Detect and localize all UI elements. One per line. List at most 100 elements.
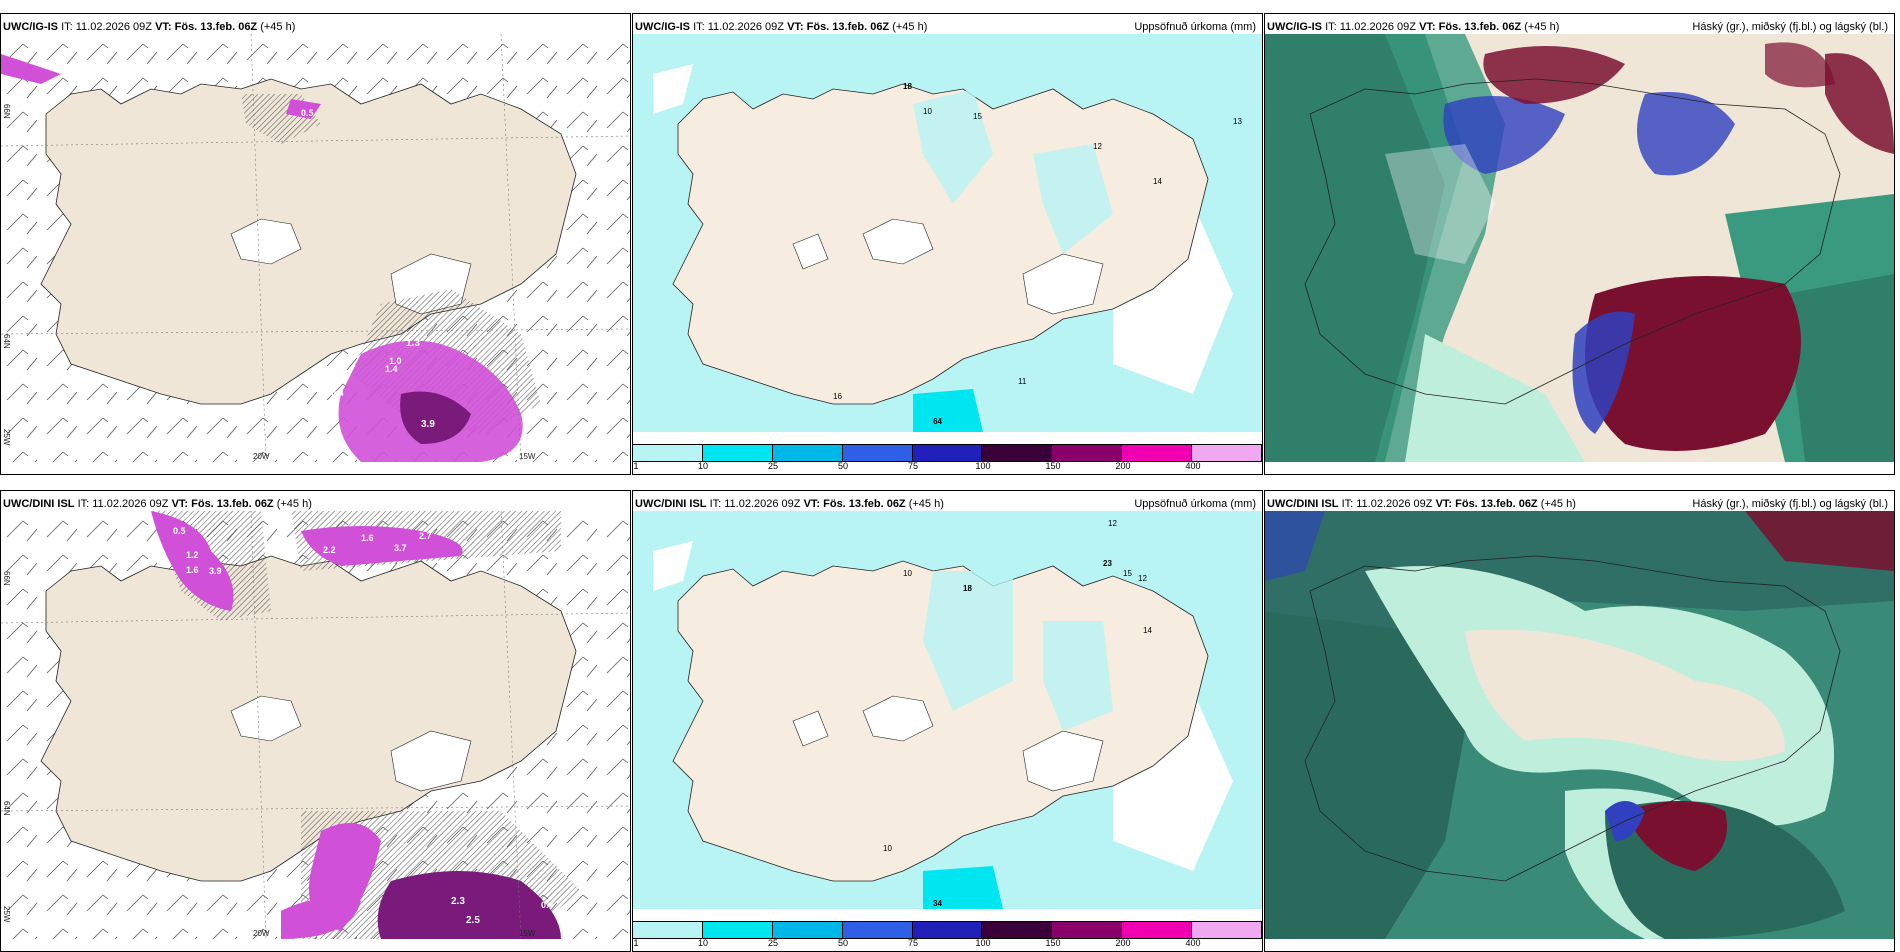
- legend-tick: 200: [1115, 938, 1131, 948]
- lat-label-66n: 66N: [2, 571, 11, 586]
- model-name: UWC/DINI ISL: [635, 498, 707, 510]
- legend-tick: 1: [633, 938, 639, 948]
- legend-tick: 50: [837, 461, 849, 471]
- svg-text:2.7: 2.7: [419, 531, 432, 541]
- svg-text:10: 10: [923, 107, 932, 116]
- model-name: UWC/DINI ISL: [3, 498, 75, 510]
- svg-text:2.2: 2.2: [323, 545, 336, 555]
- legend-tick: 25: [767, 938, 779, 948]
- wind-precip-map[interactable]: 0.5 1.3 3.9 1.4 1.0 0.4 66N 64N 25W 20W …: [1, 34, 630, 462]
- svg-text:10: 10: [883, 844, 892, 853]
- svg-text:34: 34: [933, 899, 942, 908]
- svg-text:2.5: 2.5: [466, 915, 480, 926]
- legend-tick: 400: [1185, 938, 1201, 948]
- vt-value: Fös. 13.feb. 06Z: [191, 498, 274, 510]
- svg-text:1.3: 1.3: [406, 338, 420, 349]
- map-canvas: 0.5 1.3 3.9 1.4 1.0 0.4: [1, 34, 630, 462]
- lon-label-15w: 15W: [519, 929, 536, 938]
- svg-text:0.5: 0.5: [301, 108, 314, 118]
- legend-tick: 75: [907, 938, 919, 948]
- legend-color-bar: [633, 921, 1262, 939]
- map-canvas: 10 18 15 12 14 13 11 64 16: [633, 34, 1262, 432]
- it-label: IT:: [77, 498, 90, 510]
- svg-text:13: 13: [1233, 117, 1242, 126]
- it-label: IT:: [1325, 21, 1337, 33]
- panel-top-right: UWC/IG-IS IT: 11.02.2026 09Z VT: Fös. 13…: [1264, 13, 1895, 475]
- vt-value: Fös. 13.feb. 06Z: [1438, 21, 1522, 33]
- panel-title: Uppsöfnuð úrkoma (mm): [1134, 21, 1256, 33]
- panel-header: UWC/DINI ISL IT: 11.02.2026 09Z VT: Fös.…: [3, 496, 626, 512]
- it-value: 11.02.2026 09Z: [1339, 21, 1416, 33]
- map-canvas: 0.5 1.2 1.6 3.9 2.2 1.6 3.7 2.7 2.3 2.5 …: [1, 511, 630, 939]
- legend-color-bar: [633, 444, 1262, 462]
- svg-text:3.9: 3.9: [421, 419, 435, 430]
- panel-bottom-right: UWC/DINI ISL IT: 11.02.2026 09Z VT: Fös.…: [1264, 490, 1895, 952]
- vt-label: VT:: [803, 498, 821, 510]
- svg-text:14: 14: [1153, 177, 1162, 186]
- svg-text:0.5: 0.5: [173, 526, 186, 536]
- legend-tick: 150: [1045, 938, 1061, 948]
- it-label: IT:: [693, 21, 705, 33]
- model-name: UWC/IG-IS: [3, 21, 58, 33]
- it-label: IT:: [709, 498, 722, 510]
- panel-header: UWC/DINI ISL IT: 11.02.2026 09Z VT: Fös.…: [1267, 496, 1890, 512]
- cloud-cover-map[interactable]: [1265, 34, 1894, 462]
- vt-label: VT:: [171, 498, 189, 510]
- svg-text:12: 12: [1138, 574, 1147, 583]
- svg-text:1.0: 1.0: [389, 356, 402, 366]
- svg-text:1.2: 1.2: [186, 550, 199, 560]
- svg-text:18: 18: [903, 82, 912, 91]
- panel-bottom-middle: UWC/DINI ISL IT: 11.02.2026 09Z VT: Fös.…: [632, 490, 1263, 952]
- it-value: 11.02.2026 09Z: [92, 498, 169, 510]
- lon-label-15w: 15W: [519, 452, 536, 461]
- legend-tick: 100: [975, 461, 991, 471]
- legend-tick: 400: [1185, 461, 1201, 471]
- cloud-cover-map[interactable]: [1265, 511, 1894, 939]
- lat-label-64n: 64N: [2, 334, 11, 349]
- vt-label: VT:: [787, 21, 804, 33]
- legend-tick: 10: [697, 461, 709, 471]
- svg-text:15: 15: [1123, 569, 1132, 578]
- lon-label-25w: 25W: [2, 906, 11, 923]
- it-value: 11.02.2026 09Z: [707, 21, 784, 33]
- map-canvas: [1265, 511, 1894, 939]
- vt-value: Fös. 13.feb. 06Z: [1455, 498, 1538, 510]
- svg-text:64: 64: [933, 417, 942, 426]
- model-name: UWC/IG-IS: [635, 21, 690, 33]
- it-label: IT:: [1341, 498, 1354, 510]
- lon-label-20w: 20W: [253, 929, 270, 938]
- accumulated-precip-map[interactable]: 10 18 15 12 14 13 11 64 16: [633, 34, 1262, 432]
- vt-value: Fös. 13.feb. 06Z: [823, 498, 906, 510]
- lat-label-66n: 66N: [2, 104, 11, 119]
- precip-legend: 1 10 25 50 75 100 150 200 400: [633, 444, 1262, 474]
- panel-title: Háský (gr.), miðský (fj.bl.) og lágský (…: [1692, 498, 1888, 510]
- vt-label: VT:: [1435, 498, 1453, 510]
- svg-text:10: 10: [903, 569, 912, 578]
- svg-text:1.4: 1.4: [385, 364, 398, 374]
- svg-text:0.4: 0.4: [331, 388, 344, 398]
- panel-bottom-left: UWC/DINI ISL IT: 11.02.2026 09Z VT: Fös.…: [0, 490, 631, 952]
- it-value: 11.02.2026 09Z: [724, 498, 801, 510]
- svg-text:23: 23: [1103, 559, 1112, 568]
- lead-time: (+45 h): [892, 21, 928, 33]
- svg-text:0.4: 0.4: [541, 900, 554, 910]
- vt-label: VT:: [1419, 21, 1436, 33]
- it-value: 11.02.2026 09Z: [1356, 498, 1433, 510]
- svg-text:1.6: 1.6: [361, 533, 374, 543]
- panel-header: UWC/IG-IS IT: 11.02.2026 09Z VT: Fös. 13…: [1267, 19, 1890, 35]
- lon-label-20w: 20W: [253, 452, 270, 461]
- model-name: UWC/IG-IS: [1267, 21, 1322, 33]
- iceland-land: [40, 78, 577, 405]
- legend-tick: 10: [697, 938, 709, 948]
- lead-time: (+45 h): [260, 21, 296, 33]
- wind-precip-map[interactable]: 0.5 1.2 1.6 3.9 2.2 1.6 3.7 2.7 2.3 2.5 …: [1, 511, 630, 939]
- panel-top-middle: UWC/IG-IS IT: 11.02.2026 09Z VT: Fös. 13…: [632, 13, 1263, 475]
- lead-time: (+45 h): [1524, 21, 1560, 33]
- svg-text:2.3: 2.3: [451, 896, 465, 907]
- accumulated-precip-map[interactable]: 10 18 12 23 15 12 14 34 10: [633, 511, 1262, 909]
- legend-ticks: 1 10 25 50 75 100 150 200 400: [633, 461, 1262, 473]
- panel-header: UWC/DINI ISL IT: 11.02.2026 09Z VT: Fös.…: [635, 496, 1258, 512]
- panel-title: Háský (gr.), miðský (fj.bl.) og lágský (…: [1692, 21, 1888, 33]
- svg-text:18: 18: [963, 584, 972, 593]
- svg-text:16: 16: [833, 392, 842, 401]
